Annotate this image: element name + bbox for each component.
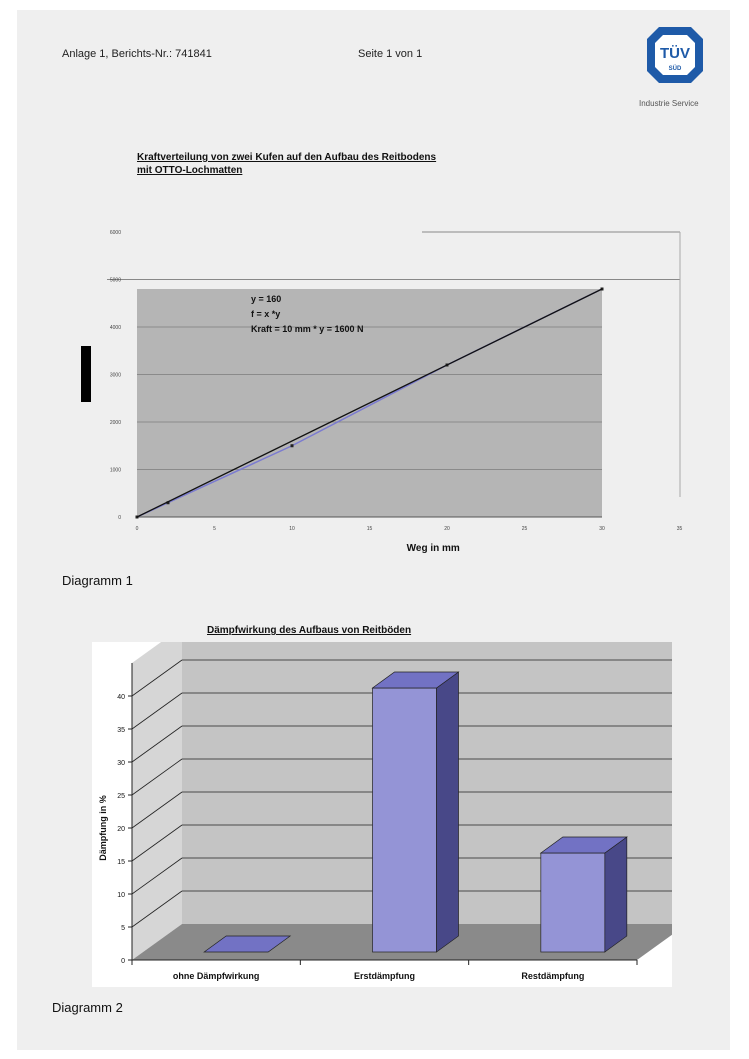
x-tick-label-30: 30 bbox=[599, 526, 605, 532]
bar-front-2 bbox=[372, 687, 437, 953]
page-number: Seite 1 von 1 bbox=[358, 48, 423, 60]
y-tick-label-30: 30 bbox=[117, 760, 125, 767]
y-tick-label-4000: 4000 bbox=[110, 325, 121, 331]
side-gridline-30 bbox=[131, 725, 183, 763]
y-tick-label-0: 0 bbox=[118, 515, 121, 521]
y-tick-label-10: 10 bbox=[117, 892, 125, 899]
chart1: 0 1000 2000 3000 4000 5000 6000 0 5 10 15 20 25 30 35 W… bbox=[81, 230, 683, 554]
y-tick-label-25: 25 bbox=[117, 793, 125, 800]
diagram2-caption: Diagramm 2 bbox=[52, 1000, 123, 1015]
y-tick-label-6000: 6000 bbox=[110, 230, 121, 236]
logo-text: TÜV bbox=[660, 45, 690, 62]
bar-top-2 bbox=[371, 671, 460, 689]
side-wall bbox=[132, 642, 182, 960]
chart2: 0 5 10 15 20 25 30 35 40 ohne Dämpfwirkung Erstdäm… bbox=[92, 642, 672, 987]
series-trend-line bbox=[136, 288, 603, 518]
annotation-line-3: Kraft = 10 mm * y = 1600 N bbox=[251, 324, 364, 334]
data-point-2 bbox=[290, 444, 294, 448]
tuv-logo-icon: TÜV SÜD bbox=[647, 27, 703, 83]
bar-side-2 bbox=[436, 671, 459, 953]
chart1-title-line2: mit OTTO-Lochmatten bbox=[137, 165, 243, 176]
side-gridline-20 bbox=[131, 791, 183, 829]
side-gridline-35 bbox=[131, 692, 183, 730]
side-gridline-5 bbox=[131, 890, 183, 928]
annotation-line-1: y = 160 bbox=[251, 294, 281, 304]
y-tick-label-3000: 3000 bbox=[110, 373, 121, 379]
y-tick-label-5000: 5000 bbox=[110, 278, 121, 284]
data-point-1 bbox=[166, 501, 170, 505]
y-tick-label-20: 20 bbox=[117, 826, 125, 833]
bar-top-3 bbox=[539, 836, 628, 854]
chart2-title: Dämpfwirkung des Aufbaus von Reitböden bbox=[207, 625, 412, 636]
x-tick-label-15: 15 bbox=[367, 526, 373, 532]
bar-side-3 bbox=[604, 836, 628, 953]
y-tick-label-40: 40 bbox=[117, 694, 125, 701]
y-tick-label-1000: 1000 bbox=[110, 468, 121, 474]
x-tick-label-10: 10 bbox=[289, 526, 295, 532]
y-axis-label: Dämpfung in % bbox=[98, 795, 108, 861]
logo-sub: SÜD bbox=[669, 65, 682, 72]
annotation-line-2: f = x *y bbox=[251, 309, 280, 319]
y-tick-label-0: 0 bbox=[121, 958, 125, 965]
x-tick-label-20: 20 bbox=[444, 526, 450, 532]
bar-front-3 bbox=[540, 852, 606, 953]
side-gridline-40 bbox=[131, 659, 183, 697]
x-axis-label: Weg in mm bbox=[407, 543, 460, 554]
x-category-label-3: Restdämpfung bbox=[521, 971, 584, 981]
report-number: Anlage 1, Berichts-Nr.: 741841 bbox=[62, 48, 212, 60]
x-category-label-2: Erstdämpfung bbox=[354, 971, 415, 981]
legend-marker bbox=[81, 346, 91, 402]
x-tick-label-5: 5 bbox=[213, 526, 216, 532]
chart1-title-line1: Kraftverteilung von zwei Kufen auf den A… bbox=[137, 152, 437, 163]
y-tick-label-5: 5 bbox=[121, 925, 125, 932]
x-tick-label-35: 35 bbox=[677, 526, 683, 532]
tuv-logo: TÜV SÜD Industrie Service bbox=[639, 22, 713, 112]
x-tick-label-0: 0 bbox=[136, 526, 139, 532]
x-category-label-1: ohne Dämpfwirkung bbox=[173, 971, 260, 981]
chart1-title: Kraftverteilung von zwei Kufen auf den A… bbox=[137, 151, 436, 177]
bar-top-1 bbox=[203, 935, 292, 953]
y-tick-label-35: 35 bbox=[117, 727, 125, 734]
document-page: Anlage 1, Berichts-Nr.: 741841 Seite 1 v… bbox=[17, 10, 730, 1050]
x-tick-label-25: 25 bbox=[522, 526, 528, 532]
side-gridline-25 bbox=[131, 758, 183, 796]
y-tick-label-15: 15 bbox=[117, 859, 125, 866]
diagram1-caption: Diagramm 1 bbox=[62, 573, 133, 588]
side-gridline-15 bbox=[131, 824, 183, 862]
y-tick-label-2000: 2000 bbox=[110, 420, 121, 426]
logo-caption: Industrie Service bbox=[639, 99, 699, 108]
side-gridline-10 bbox=[131, 857, 183, 895]
